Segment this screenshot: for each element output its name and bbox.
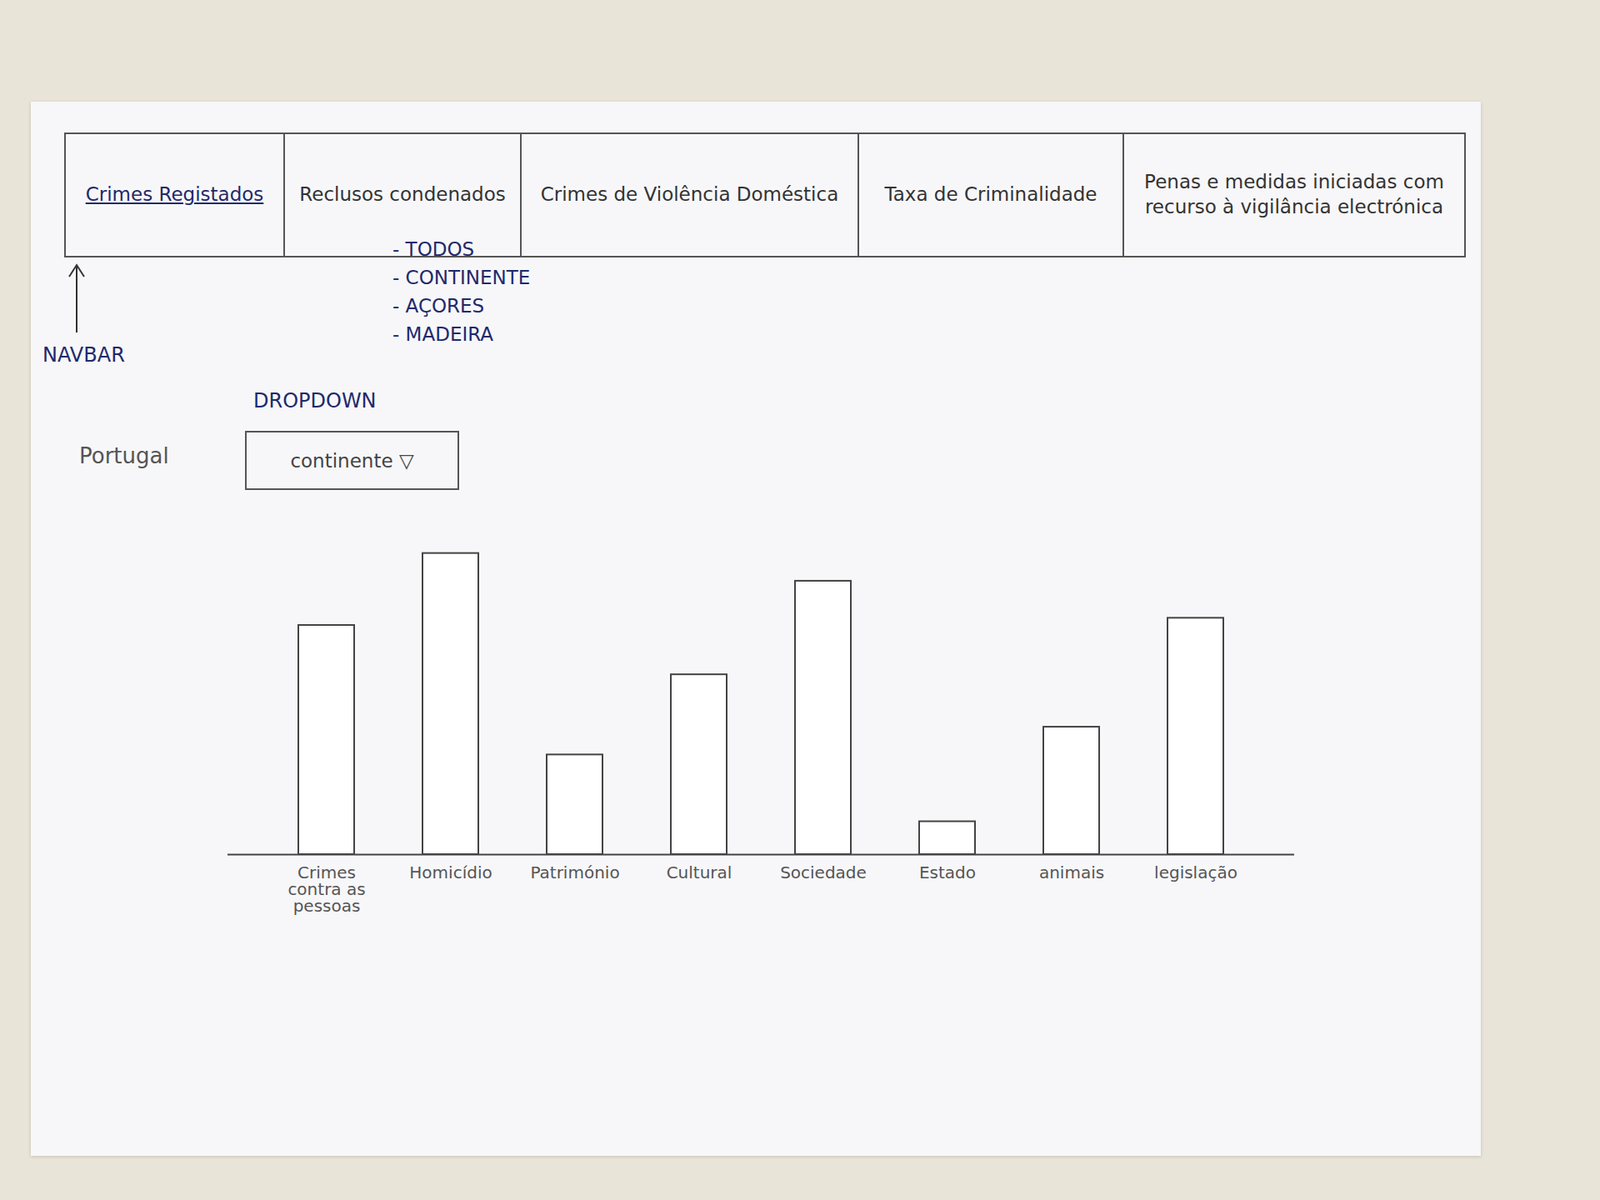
html-text:- CONTINENTE: - CONTINENTE [392,266,531,289]
svg-text:Património: Património [530,862,620,883]
svg-text:Cultural: Cultural [666,862,733,883]
html-text:DROPDOWN: DROPDOWN [253,389,377,413]
svg-text:Homicídio: Homicídio [409,862,492,883]
html-text:- AÇORES: - AÇORES [392,295,485,317]
html-text:Reclusos condenados: Reclusos condenados [299,183,506,205]
svg-text:Sociedade: Sociedade [780,862,867,883]
svg-text:legislação: legislação [1154,862,1238,883]
svg-text:Crimescontra aspessoas: Crimescontra aspessoas [287,862,365,916]
svg-text:animais: animais [1039,862,1105,883]
html-text:NAVBAR: NAVBAR [42,343,125,367]
html-text:Crimes Registados: Crimes Registados [85,183,264,205]
html-text:continente ▽: continente ▽ [290,449,414,472]
html-text:Portugal: Portugal [79,443,169,469]
html-text:Crimes de Violência Doméstica: Crimes de Violência Doméstica [540,183,839,205]
html-text:- MADEIRA: - MADEIRA [392,323,494,345]
html-text:Taxa de Criminalidade: Taxa de Criminalidade [884,183,1098,205]
html-text:- TODOS: - TODOS [392,238,475,260]
svg-text:Estado: Estado [919,862,976,883]
html-text:Penas e medidas iniciadas com: Penas e medidas iniciadas com recurso à … [1144,170,1445,218]
